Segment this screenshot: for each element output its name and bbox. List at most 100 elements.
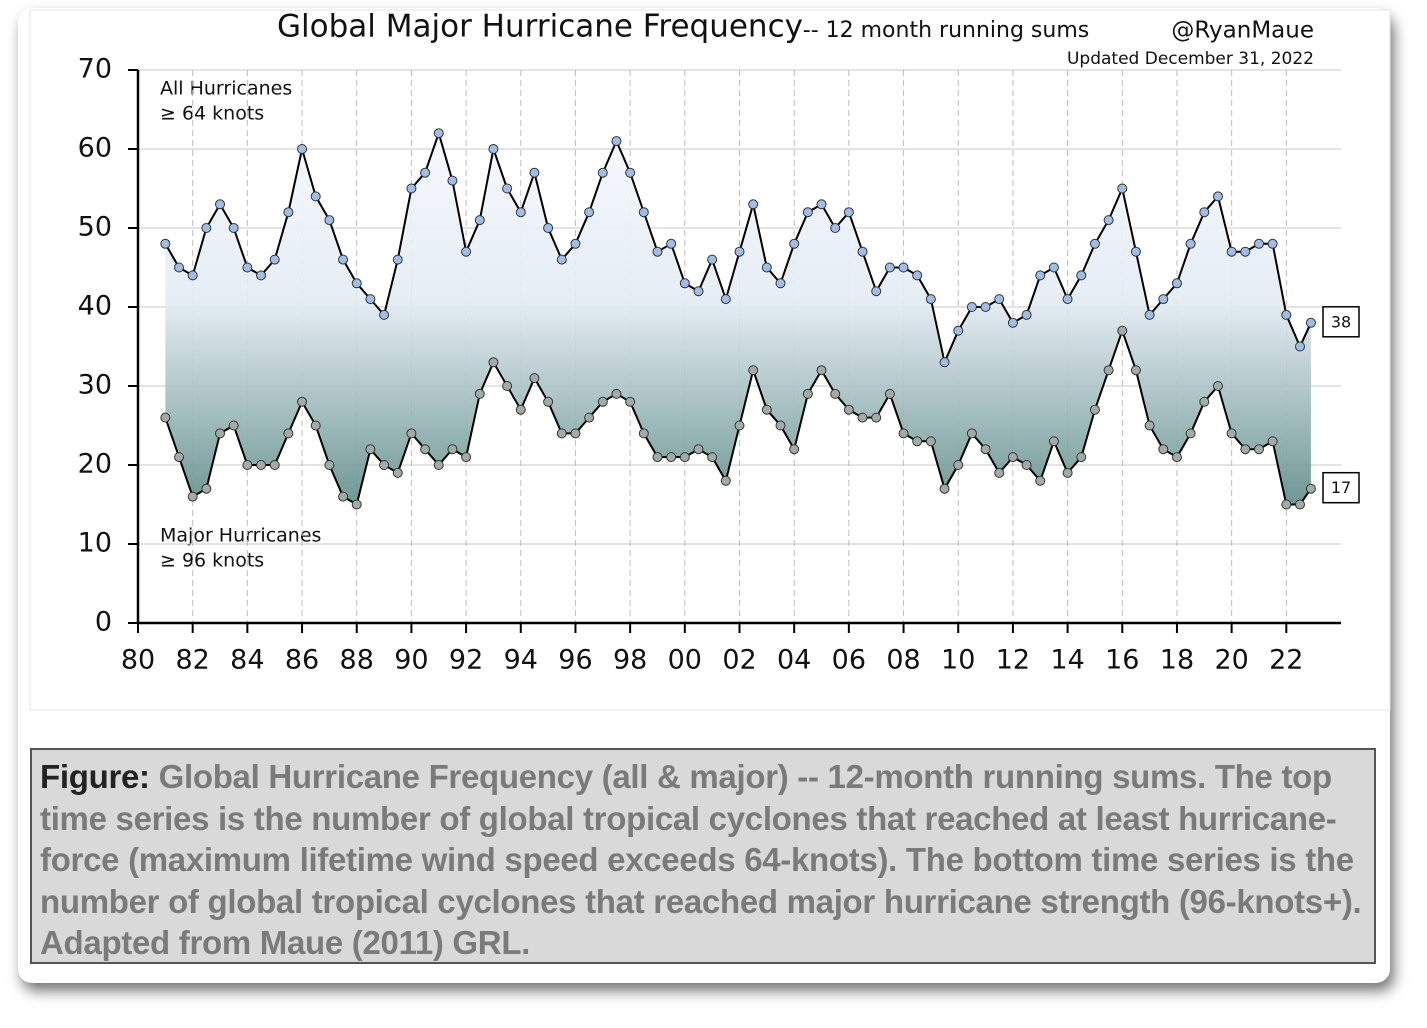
data-point xyxy=(256,460,267,470)
annotation: ≥ 64 knots xyxy=(160,103,264,125)
data-point xyxy=(201,483,212,494)
y-tick-label: 10 xyxy=(78,528,112,559)
data-point xyxy=(1185,238,1196,249)
data-point xyxy=(966,302,977,312)
data-point xyxy=(187,270,198,281)
y-tick-label: 20 xyxy=(78,449,112,480)
data-point xyxy=(980,444,991,455)
data-point xyxy=(939,357,950,368)
data-point xyxy=(816,365,827,376)
data-point xyxy=(679,452,690,463)
data-point xyxy=(556,428,567,439)
data-point xyxy=(761,262,772,273)
data-point xyxy=(748,199,759,210)
chart-title: Global Major Hurricane Frequency xyxy=(277,9,803,45)
x-tick-label: 04 xyxy=(777,645,811,676)
data-point xyxy=(1305,483,1316,494)
data-point xyxy=(474,215,485,226)
data-point xyxy=(1130,365,1141,376)
data-point xyxy=(871,412,882,423)
data-point xyxy=(515,404,526,415)
data-point xyxy=(447,444,458,455)
data-point xyxy=(515,207,526,218)
data-point xyxy=(351,278,362,289)
x-tick-label: 90 xyxy=(394,645,428,676)
x-tick-label: 92 xyxy=(449,645,483,676)
x-tick-label: 12 xyxy=(996,645,1030,676)
data-point xyxy=(324,460,335,470)
data-point xyxy=(474,388,485,399)
data-point xyxy=(1035,475,1046,486)
data-point xyxy=(953,460,964,470)
data-point xyxy=(666,238,677,249)
data-point xyxy=(898,428,909,439)
data-point xyxy=(720,475,731,486)
data-point xyxy=(461,246,472,257)
data-point xyxy=(789,238,800,249)
data-point xyxy=(1007,317,1018,328)
data-point xyxy=(1294,499,1305,510)
data-point xyxy=(297,396,308,407)
data-point xyxy=(857,246,868,257)
data-point xyxy=(1281,499,1292,510)
updated-note: Updated December 31, 2022 xyxy=(1067,49,1314,69)
x-tick-label: 96 xyxy=(558,645,592,676)
data-point xyxy=(174,262,185,273)
data-point xyxy=(871,286,882,297)
data-point xyxy=(1089,238,1100,249)
x-tick-label: 98 xyxy=(613,645,647,676)
data-point xyxy=(488,357,499,368)
data-point xyxy=(720,294,731,305)
data-point xyxy=(187,491,198,502)
y-tick-label: 30 xyxy=(78,370,112,401)
data-point xyxy=(843,404,854,415)
caption-label: Figure: xyxy=(40,758,150,795)
data-point xyxy=(625,167,636,178)
data-point xyxy=(269,460,280,470)
data-point xyxy=(748,365,759,376)
data-point xyxy=(338,491,349,502)
x-tick-label: 84 xyxy=(230,645,264,676)
data-point xyxy=(584,207,595,218)
data-point xyxy=(652,246,663,257)
data-point xyxy=(174,452,185,463)
caption: Figure: Global Hurricane Frequency (all … xyxy=(30,748,1376,964)
end-label: 17 xyxy=(1331,478,1351,497)
data-point xyxy=(1253,444,1264,455)
x-tick-label: 80 xyxy=(121,645,155,676)
data-point xyxy=(775,278,786,289)
data-point xyxy=(789,444,800,455)
data-point xyxy=(406,183,417,194)
x-tick-label: 20 xyxy=(1214,645,1248,676)
data-point xyxy=(1130,246,1141,257)
data-point xyxy=(925,294,936,305)
x-tick-label: 00 xyxy=(668,645,702,676)
data-point xyxy=(392,254,403,265)
data-point xyxy=(980,302,991,312)
data-point xyxy=(379,309,390,320)
data-point xyxy=(638,207,649,218)
data-point xyxy=(925,436,936,447)
data-point xyxy=(1240,444,1251,455)
end-label-box xyxy=(1322,306,1360,338)
x-tick-label: 94 xyxy=(504,645,538,676)
data-point xyxy=(693,286,704,297)
data-point xyxy=(843,207,854,218)
x-tick-label: 16 xyxy=(1105,645,1139,676)
data-point xyxy=(461,452,472,463)
data-point xyxy=(543,223,554,233)
y-tick-label: 70 xyxy=(78,54,112,85)
data-point xyxy=(707,254,718,265)
data-point xyxy=(1021,460,1032,470)
data-point xyxy=(912,270,923,281)
data-point xyxy=(310,191,321,202)
data-point xyxy=(269,254,280,265)
data-point xyxy=(1048,262,1059,273)
data-point xyxy=(228,420,239,431)
data-point xyxy=(1226,428,1237,439)
data-point xyxy=(529,373,540,384)
data-point xyxy=(433,460,444,470)
data-point xyxy=(228,223,239,233)
x-tick-label: 06 xyxy=(832,645,866,676)
data-point xyxy=(884,388,895,399)
